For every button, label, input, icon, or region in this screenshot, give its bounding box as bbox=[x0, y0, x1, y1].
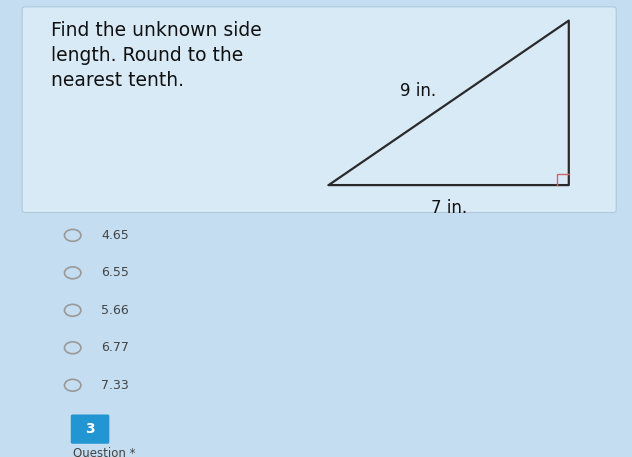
Text: Question *: Question * bbox=[73, 447, 135, 457]
Text: 5.66: 5.66 bbox=[101, 304, 129, 317]
Text: 4.65: 4.65 bbox=[101, 229, 129, 242]
Text: 3: 3 bbox=[85, 422, 95, 436]
Text: 7 in.: 7 in. bbox=[430, 199, 467, 217]
Text: 6.55: 6.55 bbox=[101, 266, 129, 279]
Text: Find the unknown side
length. Round to the
nearest tenth.: Find the unknown side length. Round to t… bbox=[51, 21, 261, 90]
FancyBboxPatch shape bbox=[71, 414, 109, 444]
FancyBboxPatch shape bbox=[22, 217, 616, 450]
Text: 6.77: 6.77 bbox=[101, 341, 129, 354]
FancyBboxPatch shape bbox=[22, 7, 616, 213]
Text: 7.33: 7.33 bbox=[101, 379, 129, 392]
Text: 9 in.: 9 in. bbox=[400, 82, 436, 101]
